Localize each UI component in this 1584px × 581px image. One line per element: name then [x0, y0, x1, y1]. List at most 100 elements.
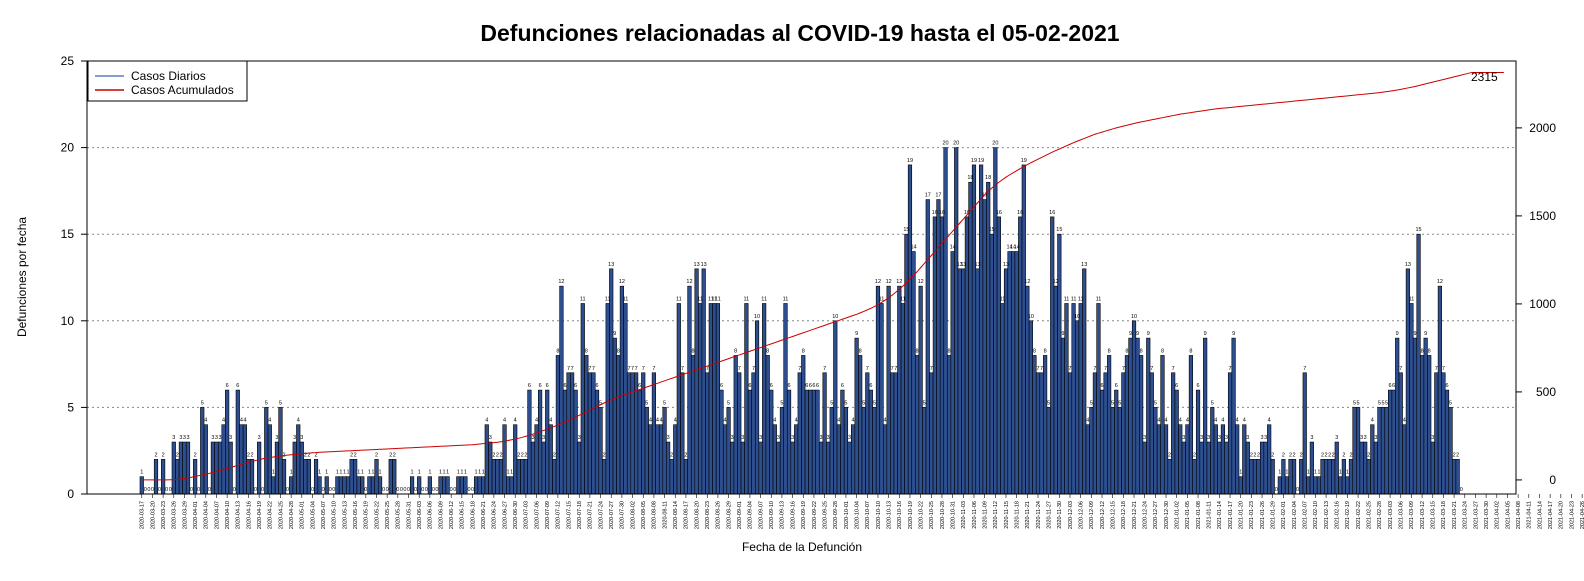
bar-value-label: 9	[1147, 331, 1150, 337]
bar	[1348, 459, 1354, 495]
bar	[897, 285, 902, 495]
bar-value-label: 6	[770, 383, 773, 389]
bar-value-label: 11	[676, 296, 682, 302]
bar-value-label: 2	[1282, 452, 1285, 458]
x-tick-label: 2020-11-12	[993, 501, 999, 529]
bar-value-label: 0	[169, 487, 172, 493]
bar-value-label: 8	[585, 348, 588, 354]
x-tick-label: 2020-07-09	[545, 501, 551, 529]
bar	[776, 441, 781, 495]
y-tick-label: 0	[67, 487, 74, 501]
bar-value-label: 1	[1285, 470, 1288, 476]
x-tick-label: 2020-12-27	[1153, 501, 1159, 529]
bar-value-label: 1	[290, 470, 293, 476]
bar-value-label: 5	[1381, 400, 1384, 406]
bar	[708, 303, 713, 495]
bar-value-label: 0	[332, 487, 335, 493]
bar	[1238, 476, 1243, 495]
x-tick-label: 2021-03-24	[1463, 501, 1469, 529]
bar	[964, 216, 969, 495]
bar	[488, 441, 493, 495]
x-tick-label: 2020-10-31	[950, 501, 956, 529]
bar-value-label: 16	[996, 210, 1002, 216]
x-tick-label: 2020-03-20	[150, 501, 156, 529]
bar-value-label: 13	[974, 262, 980, 268]
bar-value-label: 2	[1300, 452, 1303, 458]
bar	[182, 441, 187, 495]
bar-value-label: 3	[1218, 435, 1221, 441]
bar-value-label: 0	[400, 487, 403, 493]
bar-value-label: 10	[1074, 314, 1080, 320]
bar	[335, 476, 340, 495]
x-tick-label: 2020-08-23	[705, 501, 711, 529]
bar	[1395, 337, 1400, 495]
bar-value-label: 10	[832, 314, 838, 320]
bar-value-label: 7	[738, 366, 741, 372]
bar-value-label: 12	[1024, 279, 1030, 285]
bar	[794, 424, 799, 495]
bar-value-label: 4	[1086, 418, 1089, 424]
bar-value-label: 7	[706, 366, 709, 372]
bar	[1252, 459, 1258, 495]
bar	[246, 459, 251, 495]
bar	[833, 320, 838, 495]
x-tick-label: 2021-02-01	[1281, 501, 1287, 529]
x-tick-label: 2020-08-26	[716, 501, 722, 529]
bar	[815, 389, 820, 495]
bar	[1167, 459, 1172, 495]
bar	[584, 355, 589, 495]
x-tick-label: 2020-06-03	[417, 501, 423, 529]
x-tick-label: 2020-05-25	[385, 501, 391, 529]
bar	[516, 459, 521, 495]
bar-value-label: 9	[855, 331, 858, 337]
bar	[506, 476, 511, 495]
bar-value-label: 3	[542, 435, 545, 441]
bar-value-label: 0	[1275, 487, 1278, 493]
bar	[313, 459, 319, 495]
bar	[498, 459, 504, 495]
bar-value-label: 2	[1168, 452, 1171, 458]
bar-value-label: 5	[663, 400, 666, 406]
x-tick-label: 2020-09-10	[769, 501, 775, 529]
bar	[289, 476, 294, 495]
bar	[242, 424, 247, 495]
bar-value-label: 4	[1371, 418, 1374, 424]
x-tick-label: 2020-12-30	[1164, 501, 1170, 529]
bar	[1171, 372, 1176, 495]
bar	[1373, 441, 1378, 495]
bar-value-label: 6	[236, 383, 239, 389]
bar	[1377, 407, 1382, 495]
bar	[1007, 251, 1012, 495]
bar	[239, 424, 244, 495]
bar-value-label: 0	[471, 487, 474, 493]
bar	[1185, 424, 1190, 495]
bar-value-label: 9	[1129, 331, 1132, 337]
bar-value-label: 13	[608, 262, 614, 268]
bar	[1032, 355, 1037, 495]
bar-value-label: 13	[957, 262, 963, 268]
bar-value-label: 5	[830, 400, 833, 406]
bar-value-label: 3	[1431, 435, 1434, 441]
bar	[911, 251, 916, 495]
bar	[811, 389, 817, 495]
bar	[513, 424, 518, 495]
bar-value-label: 3	[172, 435, 175, 441]
y2-tick-label: 500	[1536, 385, 1556, 399]
bar-value-label: 1	[368, 470, 371, 476]
bar	[1053, 285, 1058, 495]
bar-value-label: 12	[896, 279, 902, 285]
bar	[932, 216, 937, 495]
bar	[961, 268, 966, 495]
bar	[698, 303, 703, 495]
bar	[1363, 441, 1368, 495]
bar	[1217, 441, 1222, 495]
bar-value-label: 0	[425, 487, 428, 493]
bar	[1263, 441, 1268, 495]
bar	[342, 476, 347, 495]
bar-value-label: 2	[389, 452, 392, 458]
bar	[1434, 372, 1439, 495]
x-tick-label: 2020-09-28	[833, 501, 839, 529]
bar	[602, 459, 607, 495]
bar-value-label: 5	[844, 400, 847, 406]
